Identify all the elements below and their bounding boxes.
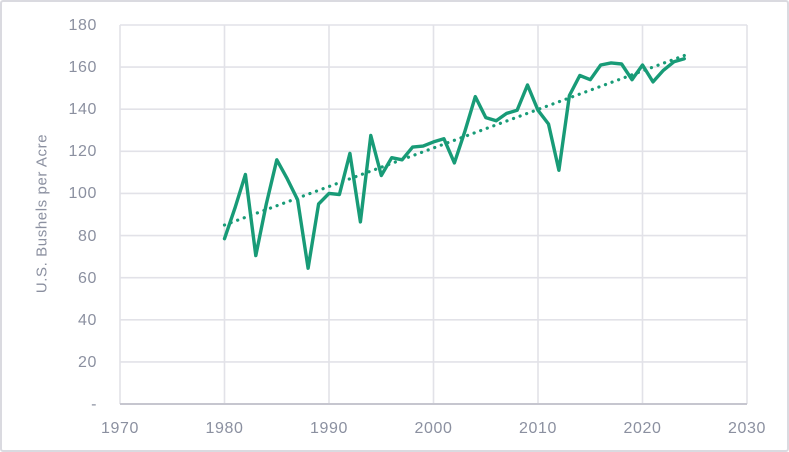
yield-series-line: [222, 57, 686, 270]
x-tick-label: 2010: [519, 420, 557, 437]
y-tick-label: 160: [68, 59, 97, 77]
y-tick-label: 20: [78, 353, 97, 371]
y-tick-label: 140: [68, 101, 97, 119]
y-tick-label: 40: [78, 311, 97, 329]
trend-line: [222, 53, 686, 227]
y-tick-label: 180: [68, 17, 97, 34]
x-tick-label: 2030: [728, 420, 766, 437]
y-tick-label: 100: [68, 185, 97, 203]
x-tick-label: 2000: [414, 420, 453, 437]
y-axis-title: U.S. Bushels per Acre: [33, 133, 51, 294]
x-tick-label: 1990: [310, 420, 348, 437]
x-tick-label: 2020: [623, 420, 662, 437]
y-tick-label: 120: [68, 143, 97, 161]
y-tick-label: 80: [78, 227, 97, 245]
x-tick-label: 1980: [205, 420, 244, 437]
y-tick-label: 60: [78, 269, 97, 287]
x-tick-label: 1970: [101, 420, 139, 437]
y-tick-label: -: [91, 396, 97, 413]
